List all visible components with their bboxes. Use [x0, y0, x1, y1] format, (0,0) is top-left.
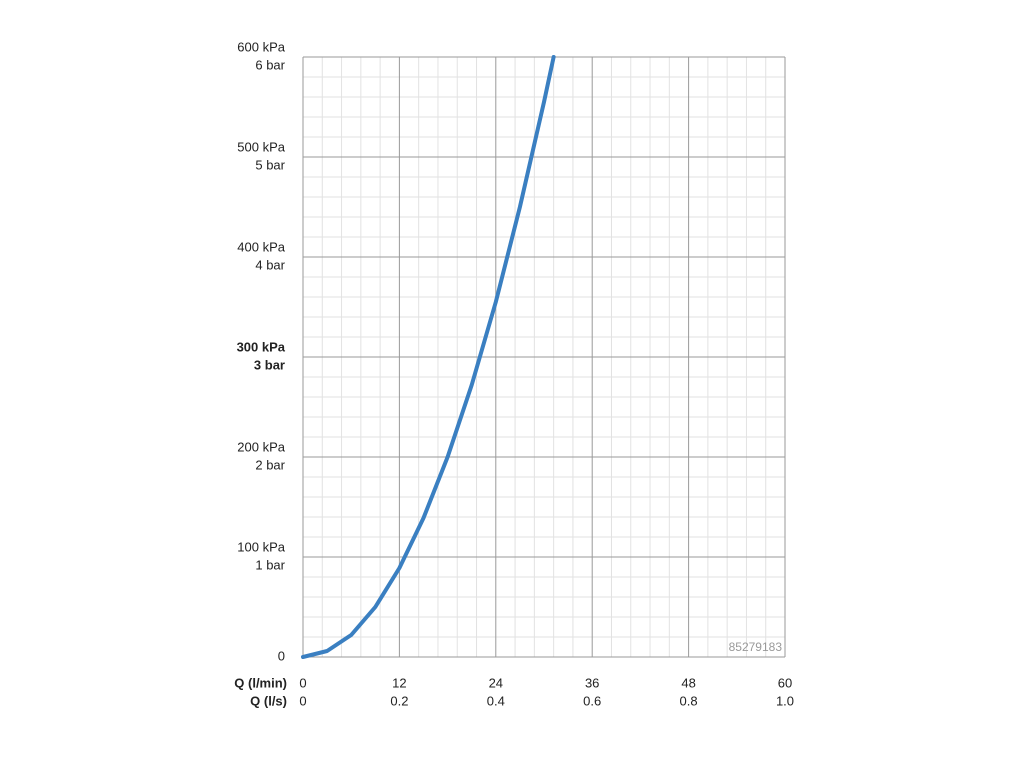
x2-tick-label: 1.0 — [776, 693, 794, 708]
x-axis-label: Q (l/min) — [234, 675, 287, 690]
annotation: 85279183 — [729, 640, 783, 654]
x-tick-label: 0 — [299, 675, 306, 690]
x2-tick-label: 0 — [299, 693, 306, 708]
x2-tick-label: 0.8 — [680, 693, 698, 708]
y-tick-label-bar: 2 bar — [255, 457, 285, 472]
x-tick-label: 60 — [778, 675, 792, 690]
x-tick-label: 12 — [392, 675, 406, 690]
x-tick-label: 36 — [585, 675, 599, 690]
x2-axis-label: Q (l/s) — [250, 693, 287, 708]
y-tick-label-bar: 1 bar — [255, 557, 285, 572]
y-tick-label: 400 kPa — [237, 239, 285, 254]
x2-tick-label: 0.2 — [390, 693, 408, 708]
curve — [301, 55, 556, 659]
y-tick-label-bar: 3 bar — [254, 357, 285, 372]
x2-tick-label: 0.4 — [487, 693, 505, 708]
y-tick-label-bar: 6 bar — [255, 57, 285, 72]
y-tick-label-bar: 4 bar — [255, 257, 285, 272]
y-tick-label: 100 kPa — [237, 539, 285, 554]
x-tick-label: 48 — [681, 675, 695, 690]
y-tick-label-bar: 5 bar — [255, 157, 285, 172]
x2-tick-label: 0.6 — [583, 693, 601, 708]
y-tick-label: 200 kPa — [237, 439, 285, 454]
y-tick-label: 600 kPa — [237, 39, 285, 54]
x-tick-label: 24 — [489, 675, 503, 690]
y-tick-label: 0 — [278, 648, 285, 663]
y-tick-label: 500 kPa — [237, 139, 285, 154]
y-tick-label: 300 kPa — [237, 339, 286, 354]
